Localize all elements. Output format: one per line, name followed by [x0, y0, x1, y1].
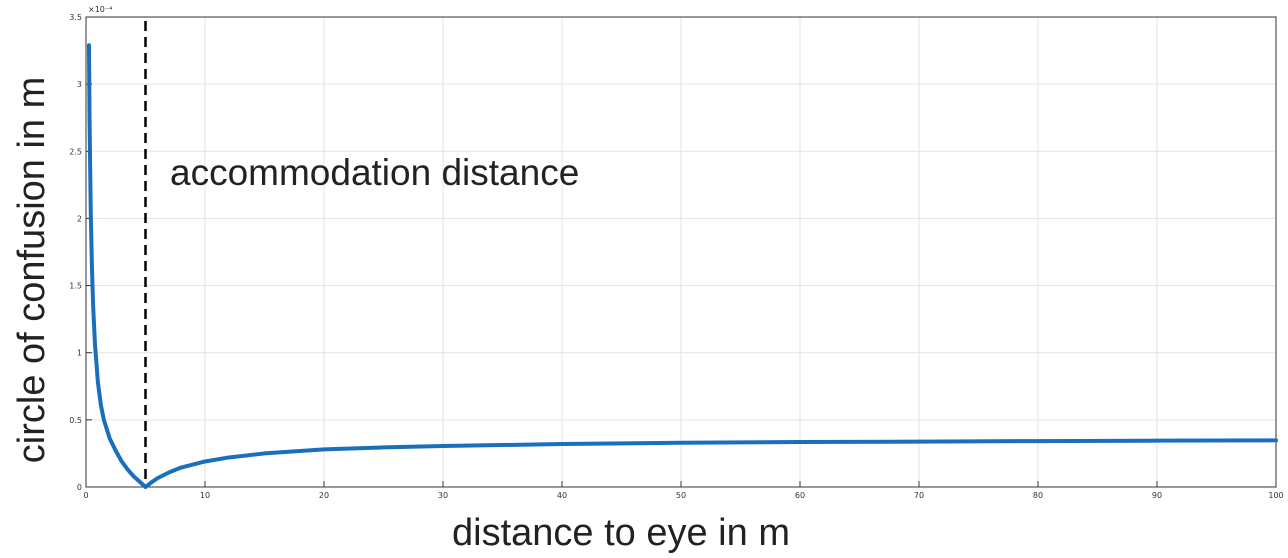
x-tick-label: 50: [676, 491, 686, 500]
x-tick-label: 70: [914, 491, 924, 500]
x-tick-label: 60: [795, 491, 805, 500]
grid-lines: [86, 17, 1276, 487]
y-tick-label: 0.5: [69, 416, 82, 425]
x-tick-label: 20: [319, 491, 329, 500]
y-tick-label: 3.5: [69, 13, 82, 22]
x-tick-label: 0: [83, 491, 88, 500]
y-tick-label: 2.5: [69, 147, 82, 156]
y-tick-label: 1.5: [69, 282, 82, 291]
y-tick-label: 3: [77, 80, 82, 89]
x-axis-ticks: 0 10 20 30 40 50 60 70 80 90 100: [83, 481, 1284, 500]
y-tick-label: 2: [77, 214, 82, 223]
accommodation-distance-annotation: accommodation distance: [170, 152, 579, 193]
x-tick-label: 10: [200, 491, 210, 500]
x-tick-label: 90: [1152, 491, 1162, 500]
y-axis-label: circle of confusion in m: [11, 77, 53, 464]
x-tick-label: 40: [557, 491, 567, 500]
x-tick-label: 80: [1033, 491, 1043, 500]
x-axis-label: distance to eye in m: [452, 512, 790, 554]
y-axis-ticks: 0 0.5 1 1.5 2 2.5 3 3.5: [69, 13, 92, 492]
y-axis-exponent: ×10⁻⁴: [88, 5, 112, 14]
y-tick-label: 0: [77, 483, 82, 492]
x-tick-label: 100: [1268, 491, 1283, 500]
x-tick-label: 30: [438, 491, 448, 500]
y-tick-label: 1: [77, 349, 82, 358]
series-line: [86, 43, 1278, 489]
